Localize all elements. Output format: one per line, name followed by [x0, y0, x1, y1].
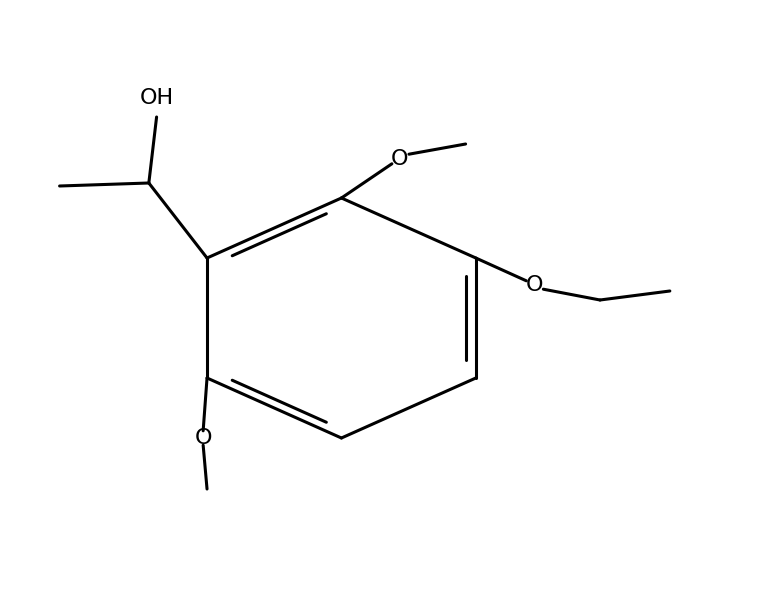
Text: OH: OH — [140, 88, 174, 108]
Text: O: O — [391, 149, 408, 169]
Text: O: O — [525, 275, 542, 295]
Text: O: O — [195, 428, 212, 448]
